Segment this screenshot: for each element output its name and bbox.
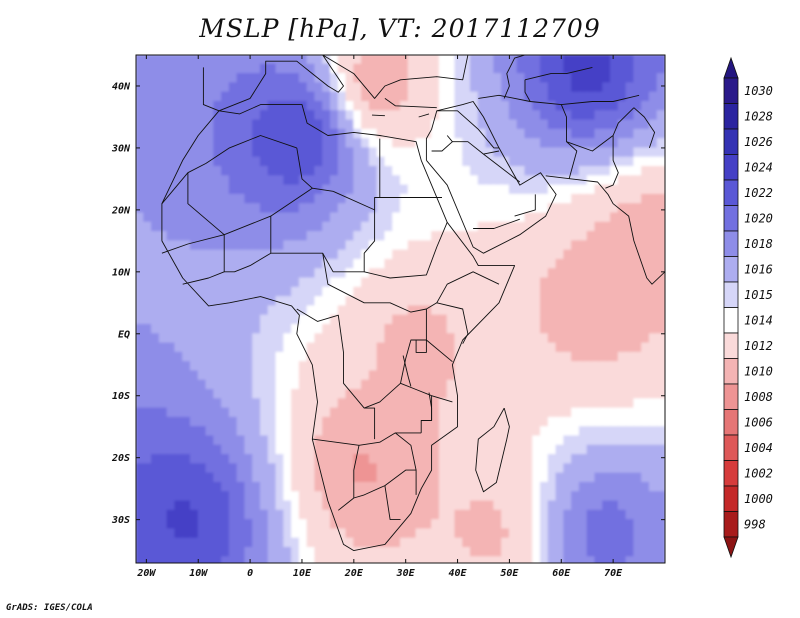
grads-credit: GrADS: IGES/COLA <box>6 603 93 613</box>
colorbar-label: 1000 <box>744 492 773 506</box>
colorbar-swatch <box>723 103 739 130</box>
colorbar-swatch <box>723 460 739 487</box>
colorbar-swatch <box>723 179 739 206</box>
lon-tick-label: 40E <box>449 568 468 579</box>
colorbar: 1030 1028 1026 1024 1022 1020 1018 1016 1015 1014… <box>723 56 773 559</box>
colorbar-label: 1015 <box>744 288 773 302</box>
colorbar-label: 998 <box>744 517 766 531</box>
lat-tick-label: 40N <box>112 81 131 92</box>
colorbar-label: 1014 <box>744 313 773 327</box>
colorbar-label: 1004 <box>744 441 773 455</box>
colorbar-label: 1030 <box>744 84 773 98</box>
colorbar-under-arrow <box>723 536 739 559</box>
colorbar-label: 1008 <box>744 390 773 404</box>
colorbar-label: 1028 <box>744 109 773 123</box>
colorbar-swatch <box>723 128 739 155</box>
colorbar-swatch <box>723 332 739 359</box>
colorbar-label: 1002 <box>744 466 773 480</box>
lat-tick-label: 10N <box>112 267 131 278</box>
colorbar-label: 1006 <box>744 415 773 429</box>
lon-tick-label: 20E <box>344 568 364 579</box>
colorbar-swatch <box>723 485 739 512</box>
colorbar-swatch <box>723 409 739 436</box>
colorbar-label: 1026 <box>744 135 773 149</box>
map-frame <box>135 54 666 564</box>
colorbar-swatch <box>723 511 739 538</box>
lat-tick-label: 20N <box>111 205 131 216</box>
lon-tick-label: 20W <box>136 568 156 579</box>
colorbar-label: 1016 <box>744 262 773 276</box>
colorbar-label: 1024 <box>744 160 773 174</box>
coastlines-and-borders <box>161 55 665 552</box>
lat-tick-label: 10S <box>112 391 130 402</box>
colorbar-swatch <box>723 434 739 461</box>
lon-tick-label: 0 <box>247 568 253 579</box>
longitude-axis: 20W 10W 0 10E 20E 30E 40E 50E 60E 70E <box>136 55 623 579</box>
colorbar-label: 1022 <box>744 186 773 200</box>
colorbar-label: 1010 <box>744 364 773 378</box>
lon-tick-label: 60E <box>552 568 571 579</box>
lat-tick-label: EQ <box>118 329 130 340</box>
colorbar-swatch <box>723 281 739 308</box>
colorbar-swatch <box>723 256 739 283</box>
lon-tick-label: 10E <box>293 568 312 579</box>
lon-tick-label: 50E <box>500 568 519 579</box>
colorbar-swatch <box>723 358 739 385</box>
colorbar-swatch <box>723 77 739 104</box>
colorbar-label: 1012 <box>744 339 773 353</box>
lon-tick-label: 10W <box>189 568 208 579</box>
colorbar-over-arrow <box>723 56 739 79</box>
lat-tick-label: 30N <box>111 143 131 154</box>
latitude-axis: 40N 30N 20N 10N EQ 10S 20S 30S <box>111 81 665 526</box>
lon-tick-label: 30E <box>396 568 416 579</box>
colorbar-swatch <box>723 307 739 334</box>
colorbar-label: 1018 <box>744 237 773 251</box>
lat-tick-label: 20S <box>111 453 130 464</box>
map-title: MSLP [hPa], VT: 2017112709 <box>199 14 601 43</box>
lat-tick-label: 30S <box>111 515 130 526</box>
colorbar-swatch <box>723 205 739 232</box>
lon-tick-label: 70E <box>604 568 623 579</box>
colorbar-label: 1020 <box>744 211 773 225</box>
colorbar-swatch <box>723 230 739 257</box>
colorbar-swatch <box>723 383 739 410</box>
pressure-field <box>136 55 665 563</box>
colorbar-swatch <box>723 154 739 181</box>
